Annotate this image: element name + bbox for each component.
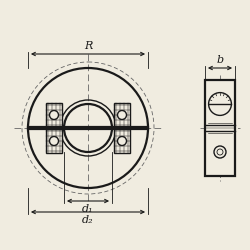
Circle shape [118,110,126,120]
Text: d₂: d₂ [82,215,94,225]
Circle shape [208,92,232,116]
Circle shape [118,136,126,145]
Bar [46,103,62,127]
Text: R: R [84,41,92,51]
Bar [46,129,62,153]
Bar [205,80,235,176]
Bar [114,129,130,153]
Circle shape [50,110,58,120]
Circle shape [50,136,58,145]
Text: d₁: d₁ [82,204,94,214]
Bar [114,103,130,127]
Circle shape [214,146,226,158]
Text: b: b [216,55,224,65]
